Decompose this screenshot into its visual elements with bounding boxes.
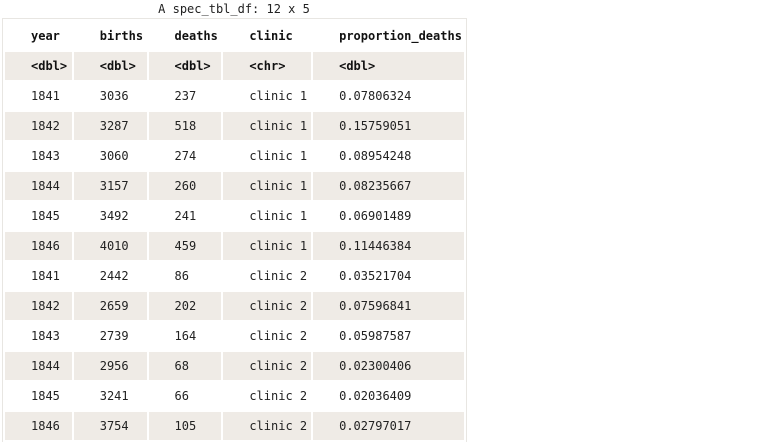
cell-year: 1842	[5, 292, 72, 320]
table-caption: A spec_tbl_df: 12 x 5	[158, 2, 310, 16]
cell-clinic: clinic 2	[223, 292, 312, 320]
cell-proportion-deaths: 0.02036409	[339, 389, 412, 403]
cell-births: 3492	[99, 209, 129, 223]
table-row: 1841 2442 86 clinic 2 0.03521704	[5, 262, 464, 290]
cell-clinic: clinic 2	[223, 412, 312, 440]
column-header-proportion-deaths: proportion_deaths	[339, 29, 462, 43]
cell-proportion-deaths: 0.05987587	[339, 329, 412, 343]
table-row: 1845 3492 241 clinic 1 0.06901489	[5, 202, 464, 230]
column-header-year: year	[31, 29, 60, 43]
cell-deaths: 202	[148, 292, 222, 320]
cell-clinic: clinic 1	[249, 149, 308, 163]
cell-clinic: clinic 1	[223, 232, 312, 260]
table-row: 1846 4010 459 clinic 1 0.11446384	[5, 232, 464, 260]
table-row: 1844 2956 68 clinic 2 0.02300406	[5, 352, 464, 380]
cell-births: 3241	[99, 389, 129, 403]
cell-deaths: 164	[174, 329, 197, 343]
cell-deaths: 518	[148, 112, 222, 140]
cell-proportion-deaths: 0.07596841	[313, 292, 464, 320]
cell-births: 3036	[99, 89, 129, 103]
cell-year: 1842	[5, 112, 72, 140]
cell-births: 4010	[73, 232, 147, 260]
cell-year: 1845	[31, 209, 60, 223]
cell-year: 1844	[5, 352, 72, 380]
cell-proportion-deaths: 0.03521704	[339, 269, 412, 283]
table-row: 1845 3241 66 clinic 2 0.02036409	[5, 382, 464, 410]
cell-deaths: 237	[174, 89, 197, 103]
dataframe-table-container: year births deaths clinic proportion_dea…	[2, 18, 467, 442]
cell-proportion-deaths: 0.02797017	[313, 412, 464, 440]
table-row: 1843 3060 274 clinic 1 0.08954248	[5, 142, 464, 170]
cell-births: 2956	[73, 352, 147, 380]
column-header-deaths: deaths	[174, 29, 218, 43]
cell-clinic: clinic 2	[249, 269, 308, 283]
cell-proportion-deaths: 0.06901489	[339, 209, 412, 223]
cell-births: 2659	[73, 292, 147, 320]
table-row: 1842 3287 518 clinic 1 0.15759051	[5, 112, 464, 140]
header-row: year births deaths clinic proportion_dea…	[5, 22, 464, 50]
column-type-row: <dbl> <dbl> <dbl> <chr> <dbl>	[5, 52, 464, 80]
cell-births: 3754	[73, 412, 147, 440]
cell-clinic: clinic 2	[249, 389, 308, 403]
cell-clinic: clinic 1	[249, 209, 308, 223]
cell-year: 1843	[31, 329, 60, 343]
table-body: 1841 3036 237 clinic 1 0.07806324 1842 3287 518…	[5, 82, 464, 440]
cell-year: 1846	[5, 232, 72, 260]
cell-clinic: clinic 1	[249, 89, 308, 103]
cell-deaths: 66	[174, 389, 189, 403]
cell-year: 1846	[5, 412, 72, 440]
cell-year: 1841	[31, 269, 60, 283]
cell-deaths: 68	[148, 352, 222, 380]
cell-deaths: 274	[174, 149, 197, 163]
cell-clinic: clinic 2	[223, 352, 312, 380]
column-header-clinic: clinic	[249, 29, 293, 43]
cell-births: 2442	[99, 269, 129, 283]
dataframe-table: year births deaths clinic proportion_dea…	[3, 20, 466, 442]
cell-clinic: clinic 2	[249, 329, 308, 343]
column-type-proportion-deaths: <dbl>	[313, 52, 464, 80]
cell-deaths: 86	[174, 269, 189, 283]
cell-births: 3157	[73, 172, 147, 200]
cell-year: 1845	[31, 389, 60, 403]
column-header-births: births	[99, 29, 144, 43]
table-row: 1844 3157 260 clinic 1 0.08235667	[5, 172, 464, 200]
cell-proportion-deaths: 0.11446384	[313, 232, 464, 260]
cell-births: 2739	[99, 329, 129, 343]
table-row: 1846 3754 105 clinic 2 0.02797017	[5, 412, 464, 440]
column-type-clinic: <chr>	[223, 52, 312, 80]
cell-births: 3287	[73, 112, 147, 140]
cell-deaths: 260	[148, 172, 222, 200]
table-row: 1841 3036 237 clinic 1 0.07806324	[5, 82, 464, 110]
cell-clinic: clinic 1	[223, 172, 312, 200]
table-row: 1842 2659 202 clinic 2 0.07596841	[5, 292, 464, 320]
column-type-deaths: <dbl>	[148, 52, 222, 80]
cell-clinic: clinic 1	[223, 112, 312, 140]
cell-year: 1843	[31, 149, 60, 163]
cell-deaths: 105	[148, 412, 222, 440]
cell-proportion-deaths: 0.08235667	[313, 172, 464, 200]
cell-deaths: 241	[174, 209, 197, 223]
cell-year: 1844	[5, 172, 72, 200]
column-type-births: <dbl>	[73, 52, 147, 80]
cell-year: 1841	[31, 89, 60, 103]
table-row: 1843 2739 164 clinic 2 0.05987587	[5, 322, 464, 350]
cell-proportion-deaths: 0.15759051	[313, 112, 464, 140]
cell-deaths: 459	[148, 232, 222, 260]
column-type-year: <dbl>	[5, 52, 72, 80]
cell-births: 3060	[99, 149, 129, 163]
cell-proportion-deaths: 0.02300406	[313, 352, 464, 380]
cell-proportion-deaths: 0.08954248	[339, 149, 412, 163]
cell-proportion-deaths: 0.07806324	[339, 89, 412, 103]
